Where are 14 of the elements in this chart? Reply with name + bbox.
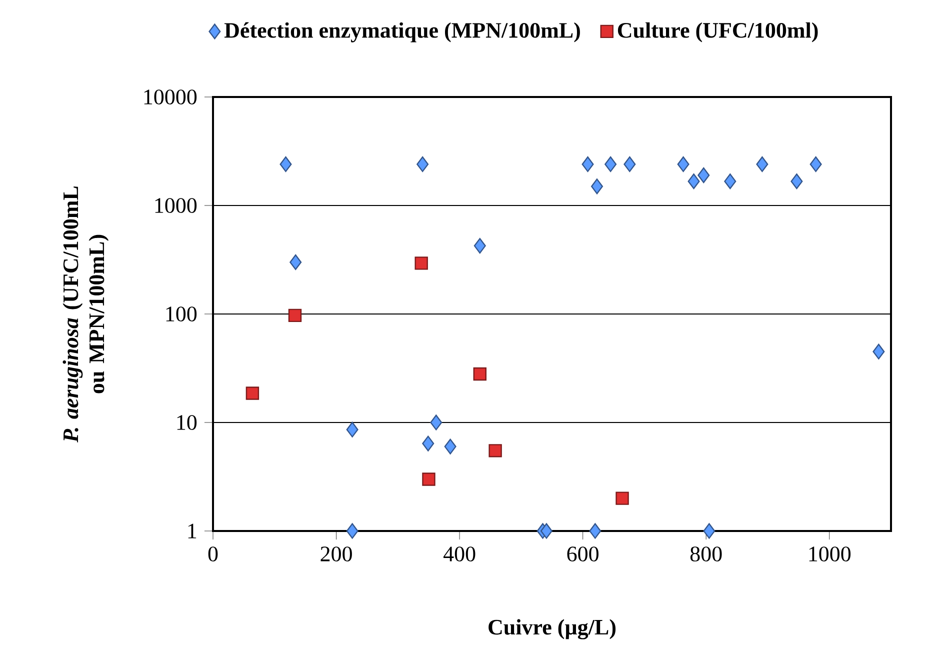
x-tick-label: 600	[567, 546, 598, 562]
x-tick-label: 800	[690, 546, 722, 562]
x-axis-title: Cuivre (µg/L)	[488, 619, 616, 640]
x-tick-label: 0	[208, 546, 218, 562]
y-tick-label: 10000	[144, 90, 197, 104]
y-tick-label: 1000	[155, 198, 197, 213]
x-tick-label: 400	[443, 546, 476, 562]
y-tick-label: 1	[188, 524, 196, 538]
y-tick-label: 10	[177, 415, 197, 430]
legend-label: Culture (UFC/100ml)	[618, 22, 818, 42]
y-tick-label: 100	[166, 306, 197, 322]
x-tick-label: 200	[320, 546, 352, 562]
legend-label: Détection enzymatique (MPN/100mL)	[224, 22, 580, 42]
x-tick-label: 1000	[809, 546, 851, 562]
